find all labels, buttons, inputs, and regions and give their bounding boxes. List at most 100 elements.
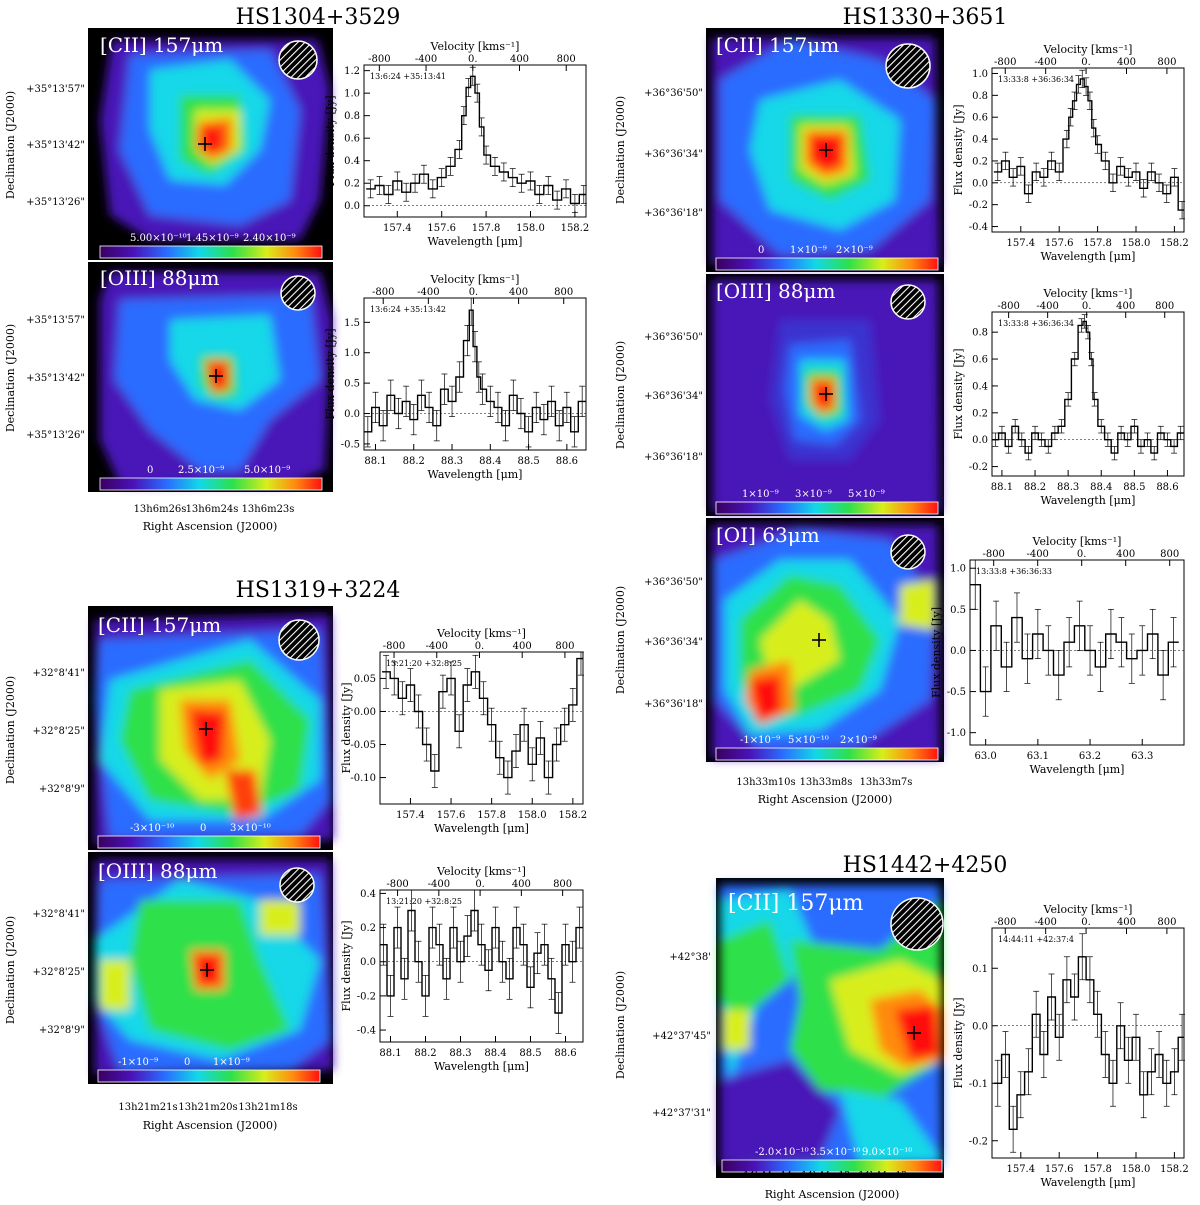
group-hs1319: HS1319+3224 [CII] 157μm -3×10⁻¹⁰ 0 3×10⁻… — [4, 578, 400, 1132]
spectrum-panel: 157.4 157.6 157.8 158.0 158.2 -0.10 -0.05 0.00 0… — [340, 627, 587, 835]
y-tick-label: 0.0 — [360, 957, 376, 968]
x-tick-label: 157.6 — [437, 810, 466, 821]
colorbar-tick: 3.5×10⁻¹⁰ — [810, 1147, 860, 1158]
source-marker — [198, 137, 212, 151]
ra-axis-label: Right Ascension (J2000) — [143, 1119, 278, 1132]
x-tick-label: 88.4 — [484, 1048, 506, 1059]
x-tick-label: 88.3 — [449, 1048, 471, 1059]
ra-tick: 13h33m8s — [800, 777, 853, 788]
x-tick-label: 157.8 — [472, 223, 501, 234]
velocity-tick-label: 800 — [555, 641, 574, 652]
map-hs1330-oiii: [OIII] 88μm 1×10⁻⁹ 3×10⁻⁹ 5×10⁻⁹ +36°36'… — [614, 274, 944, 516]
velocity-tick-label: -800 — [368, 54, 390, 65]
colorbar-tick: 9.0×10⁻¹⁰ — [862, 1147, 912, 1158]
dec-tick: +42°38' — [669, 952, 711, 963]
y-tick-label: 1.5 — [344, 318, 360, 329]
x-tick-label: 88.6 — [1156, 482, 1178, 493]
plot-frame — [991, 311, 1185, 477]
dec-axis-label: Declination (J2000) — [4, 676, 17, 784]
group-title: HS1319+3224 — [236, 578, 401, 603]
y-axis-label: Flux density [Jy] — [952, 997, 965, 1088]
spectrum-panel: 157.4 157.6 157.8 158.0 158.20.00.20.40.60.8… — [324, 40, 589, 248]
velocity-tick-label: 800 — [554, 287, 573, 298]
velocity-tick-label: -800 — [994, 57, 1016, 68]
colorbar-tick: 2×10⁻⁹ — [836, 245, 873, 256]
map-hs1442-cii: [CII] 157μm -2.0×10⁻¹⁰ 3.5×10⁻¹⁰ 9.0×10⁻… — [614, 878, 944, 1178]
dec-tick: +36°36'18" — [644, 699, 703, 710]
y-tick-label: 0.1 — [972, 964, 988, 975]
x-axis-label: Wavelength [μm] — [434, 1060, 529, 1073]
map-image — [720, 885, 942, 1165]
x-axis-label: Wavelength [μm] — [1041, 494, 1136, 507]
beam-icon — [280, 275, 316, 311]
velocity-tick-label: -400 — [1036, 301, 1058, 312]
x-tick-label: 88.5 — [517, 456, 539, 467]
x-tick-label: 88.5 — [519, 1048, 541, 1059]
x-tick-label: 158.0 — [516, 223, 545, 234]
velocity-tick-label: 400 — [509, 287, 528, 298]
dec-tick: +32°8'25" — [32, 967, 85, 978]
velocity-tick-label: -400 — [1026, 549, 1048, 560]
spectrum-panel: 63.0 63.1 63.2 63.3 -1.0 -0.5 0.0 0.5 1.0 -800 -40… — [930, 535, 1185, 776]
plot-frame — [379, 889, 584, 1043]
colorbar-tick: 5×10⁻⁹ — [848, 489, 885, 500]
y-tick-label: -0.5 — [341, 439, 360, 450]
dec-tick: +32°8'9" — [39, 1025, 85, 1036]
dec-axis-label: Declination (J2000) — [614, 96, 627, 204]
coordinate-label: 14:44:11 +42:37:4 — [998, 935, 1074, 944]
y-tick-label: -0.5 — [947, 687, 966, 698]
dec-tick: +32°8'41" — [32, 909, 85, 920]
ra-axis-label: Right Ascension (J2000) — [765, 1188, 900, 1201]
map-label: [OIII] 88μm — [98, 859, 218, 883]
plot-frame — [363, 297, 587, 451]
velocity-tick-label: 400 — [1116, 301, 1135, 312]
x-tick-label: 158.2 — [561, 223, 590, 234]
velocity-tick-label: 0. — [475, 641, 485, 652]
ra-axis-label: Right Ascension (J2000) — [758, 793, 893, 806]
map-hs1330-oi: [OI] 63μm -1×10⁻⁹ 5×10⁻¹⁰ 2×10⁻⁹ +36°36'… — [614, 518, 944, 762]
colorbar-tick: 3×10⁻⁹ — [795, 489, 832, 500]
spectrum-panel: 157.4 157.6 157.8 158.0 158.2 -0.4 -0.2 0.0 0.2 0… — [952, 43, 1189, 263]
dec-tick: +36°36'18" — [644, 208, 703, 219]
velocity-tick-label: 400 — [1116, 549, 1135, 560]
ra-tick: 13h6m24s — [186, 504, 239, 515]
dec-tick: +36°36'34" — [644, 637, 703, 648]
x-tick-label: 158.0 — [1122, 1164, 1151, 1175]
velocity-tick-label: -800 — [386, 879, 408, 890]
y-tick-label: -0.10 — [350, 773, 376, 784]
velocity-axis-label: Velocity [kms⁻¹] — [1043, 43, 1133, 56]
y-tick-label: 0.6 — [972, 355, 988, 366]
x-axis-label: Wavelength [μm] — [434, 822, 529, 835]
ra-tick: 13h21m18s — [238, 1102, 297, 1113]
y-tick-label: 0.05 — [354, 674, 376, 685]
x-tick-label: 88.6 — [556, 456, 578, 467]
velocity-tick-label: 800 — [1155, 301, 1174, 312]
y-tick-label: 0.4 — [972, 381, 988, 392]
x-tick-label: 88.4 — [479, 456, 501, 467]
colorbar-tick: 5.0×10⁻⁹ — [244, 465, 290, 476]
y-tick-label: -0.2 — [357, 991, 376, 1002]
spectrum-line — [993, 78, 1184, 211]
y-tick-label: 0.2 — [972, 156, 988, 167]
x-axis-label: Wavelength [μm] — [1041, 1176, 1136, 1189]
dec-axis-label: Declination (J2000) — [4, 916, 17, 1024]
colorbar-tick: 1×10⁻⁹ — [790, 245, 827, 256]
velocity-axis-label: Velocity [kms⁻¹] — [436, 627, 526, 640]
colorbar-tick: 5×10⁻¹⁰ — [788, 735, 829, 746]
x-tick-label: 157.6 — [1045, 238, 1074, 249]
velocity-tick-label: 400 — [1117, 917, 1136, 928]
map-hs1319-cii: [CII] 157μm -3×10⁻¹⁰ 0 3×10⁻¹⁰ +32°8'41"… — [4, 606, 333, 850]
source-marker — [199, 722, 213, 736]
x-tick-label: 158.0 — [1122, 238, 1151, 249]
velocity-tick-label: -400 — [417, 287, 439, 298]
dec-tick: +42°37'45" — [652, 1031, 711, 1042]
velocity-tick-label: 800 — [1157, 917, 1176, 928]
x-tick-label: 157.6 — [1045, 1164, 1074, 1175]
y-tick-label: -0.05 — [350, 740, 376, 751]
x-tick-label: 88.3 — [1057, 482, 1079, 493]
y-tick-label: 1.0 — [950, 564, 966, 575]
colorbar — [99, 245, 323, 259]
beam-icon — [890, 897, 944, 951]
dec-tick: +42°37'31" — [652, 1108, 711, 1119]
colorbar-tick: 2×10⁻⁹ — [840, 735, 877, 746]
